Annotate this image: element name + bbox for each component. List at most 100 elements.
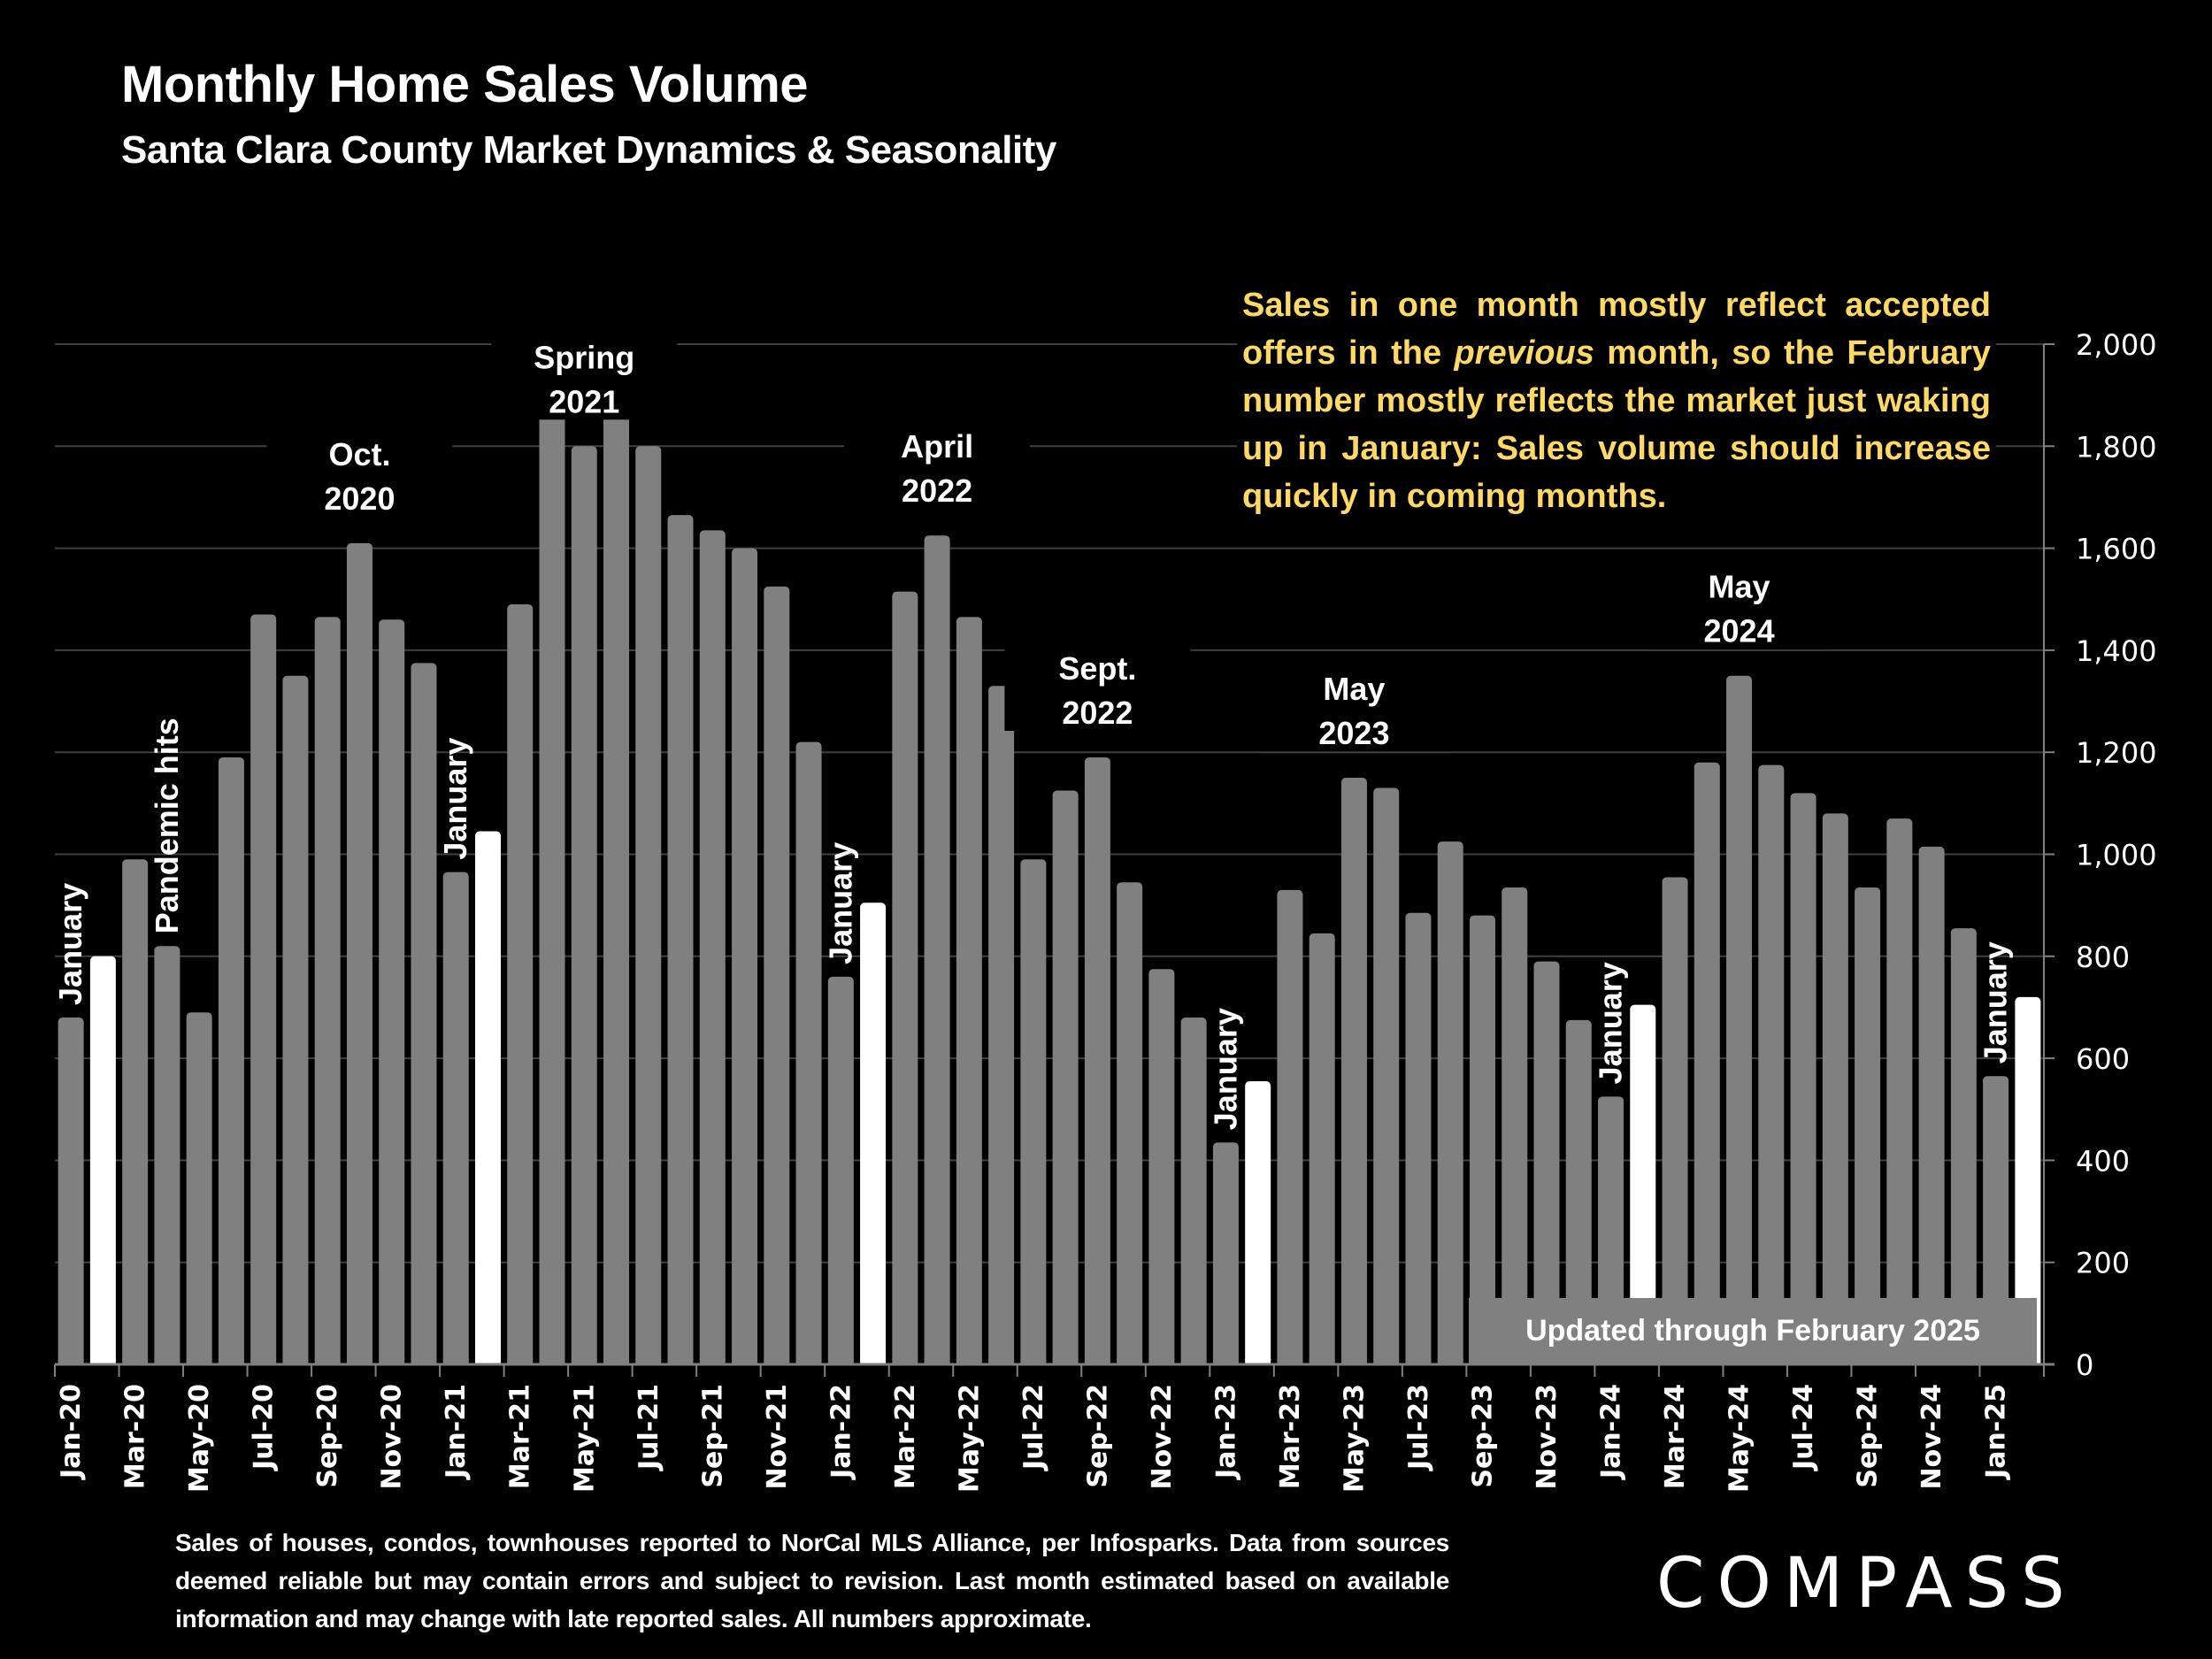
annotation-label: 2023: [1318, 715, 1389, 751]
bar: [1950, 928, 1977, 1364]
annotation-label: May: [1709, 569, 1770, 605]
axes: 0 200 400 600 800 1,000 1,200 1,400 1,600 1,800 2,…: [54, 328, 2157, 1493]
bar: [732, 548, 758, 1364]
bar-base: [411, 1359, 437, 1364]
bar: [250, 614, 277, 1364]
bar: [795, 741, 822, 1364]
y-tick-label: 200: [2076, 1247, 2130, 1280]
bar: [1373, 787, 1400, 1364]
annotation-rotated: January: [52, 883, 88, 1005]
bar: [154, 946, 180, 1364]
y-tick-label: 0: [2076, 1348, 2093, 1382]
bar-base: [58, 1359, 84, 1364]
bar: [1437, 841, 1463, 1364]
bar-base: [795, 1359, 822, 1364]
bar: [667, 515, 694, 1364]
annotation-label: 2022: [1062, 695, 1133, 731]
bar-base: [379, 1359, 405, 1364]
updated-badge: Updated through February 2025: [1469, 1298, 2037, 1363]
bar: [1309, 933, 1335, 1364]
bar: [1340, 778, 1367, 1364]
bar: [1822, 813, 1848, 1364]
x-tick-label: Nov-24: [1916, 1384, 1947, 1489]
bar: [1918, 846, 1945, 1364]
bar: [1405, 912, 1432, 1364]
bar-base: [314, 1359, 341, 1364]
bar-base: [218, 1359, 244, 1364]
bar: [1886, 818, 1913, 1364]
bar-base: [667, 1359, 694, 1364]
bar-base: [892, 1359, 918, 1364]
annotation-rotated: January: [1593, 962, 1629, 1084]
bar-base: [1437, 1359, 1463, 1364]
chart-subtitle: Santa Clara County Market Dynamics & Sea…: [121, 128, 1056, 172]
annotation-label: May: [1323, 671, 1385, 707]
x-tick-label: Sep-24: [1853, 1384, 1884, 1488]
x-tick-label: Mar-23: [1275, 1384, 1306, 1489]
bar: [1277, 889, 1303, 1364]
callout-note: Sales in one month mostly reflect accept…: [1237, 281, 1996, 520]
annotation-label: 2022: [902, 472, 972, 509]
bar-base: [732, 1359, 758, 1364]
bar-base: [1309, 1359, 1335, 1364]
bar: [1758, 764, 1785, 1364]
x-tick-label: Jan-20: [56, 1384, 87, 1480]
y-tick-label: 1,400: [2076, 634, 2157, 668]
compass-logo: COMPASS: [1656, 1544, 2078, 1624]
bar: [827, 976, 854, 1364]
y-tick-label: 400: [2076, 1144, 2130, 1178]
bar: [1052, 790, 1079, 1364]
annotation-bg: [1646, 560, 1832, 649]
bar: [699, 530, 726, 1364]
bar-base: [1052, 1359, 1079, 1364]
bar-base: [250, 1359, 277, 1364]
bar: [956, 617, 982, 1364]
bar: [603, 354, 630, 1364]
bar: [1855, 887, 1881, 1364]
x-tick-label: May-24: [1724, 1384, 1755, 1493]
bar: [442, 872, 469, 1364]
bar-base: [442, 1359, 469, 1364]
bar: [1565, 1019, 1592, 1364]
bar: [411, 663, 437, 1364]
bar-base: [1212, 1359, 1239, 1364]
x-tick-label: May-20: [184, 1384, 215, 1493]
annotation-label: 2024: [1704, 613, 1775, 649]
x-tick-label: Jan-24: [1596, 1384, 1627, 1480]
x-tick-label: Mar-21: [505, 1384, 536, 1489]
bar: [1020, 859, 1047, 1364]
y-tick-label: 600: [2076, 1042, 2130, 1076]
x-tick-label: Jul-23: [1403, 1384, 1434, 1471]
bar: [1117, 882, 1143, 1364]
bar-base: [924, 1359, 950, 1364]
x-tick-label: Mar-24: [1660, 1384, 1691, 1489]
x-tick-label: Nov-22: [1147, 1384, 1178, 1489]
bar: [1212, 1142, 1239, 1364]
annotation-bg: [491, 331, 678, 420]
bar: [89, 956, 116, 1364]
bar: [1726, 675, 1753, 1364]
bar: [635, 446, 662, 1364]
annotation-label: April: [901, 428, 973, 465]
y-tick-label: 1,800: [2076, 430, 2157, 464]
bar: [58, 1017, 84, 1364]
x-tick-label: Jul-22: [1018, 1384, 1049, 1471]
x-tick-label: May-22: [954, 1384, 985, 1493]
bar: [1598, 1096, 1624, 1364]
y-tick-label: 1,000: [2076, 839, 2157, 872]
bar: [539, 369, 565, 1365]
y-tick-label: 800: [2076, 941, 2130, 974]
annotation-label: Spring: [534, 339, 634, 375]
x-tick-label: Jan-22: [826, 1384, 856, 1480]
callout-text-1: Sales in one month mostly reflect accept…: [1242, 287, 1991, 372]
bar: [346, 542, 373, 1364]
bar-base: [603, 1359, 630, 1364]
bar-base: [1180, 1359, 1207, 1364]
x-tick-label: Sep-22: [1082, 1384, 1113, 1488]
bar: [218, 757, 244, 1364]
bar: [474, 831, 501, 1364]
x-tick-label: Mar-22: [890, 1384, 921, 1489]
bar-base: [539, 1359, 565, 1364]
bar: [122, 859, 149, 1364]
bar: [1245, 1081, 1271, 1364]
